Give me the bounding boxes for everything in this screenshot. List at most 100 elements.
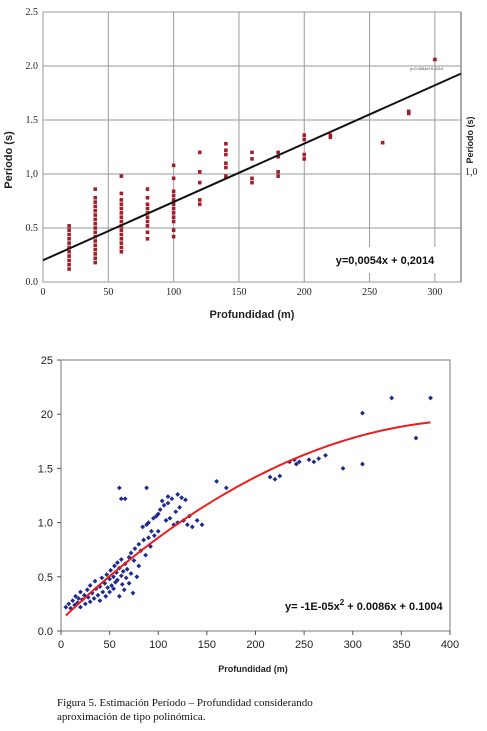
poly-data-point <box>149 528 154 534</box>
poly-data-point <box>118 496 124 502</box>
linear-data-point <box>276 150 280 155</box>
linear-data-point <box>119 241 124 245</box>
poly-data-point <box>323 452 328 458</box>
linear-x-tick-label: 100 <box>166 287 181 298</box>
linear-data-point <box>171 215 176 219</box>
linear-data-point <box>224 152 228 157</box>
poly-data-point <box>360 461 365 467</box>
poly-data-point <box>124 566 130 572</box>
poly-data-point <box>107 589 113 595</box>
linear-x-tick-label: 200 <box>297 287 312 298</box>
linear-chart-grid <box>42 11 461 283</box>
linear-data-point <box>67 267 71 271</box>
linear-data-point <box>276 174 280 178</box>
poly-data-point <box>97 584 103 589</box>
linear-data-point <box>119 174 124 178</box>
linear-data-point <box>119 215 124 219</box>
poly-data-point <box>111 574 116 580</box>
poly-x-tick-label: 200 <box>246 639 264 651</box>
poly-data-point <box>199 522 205 528</box>
linear-data-point <box>224 165 228 170</box>
poly-data-point <box>130 590 136 596</box>
linear-data-point <box>145 237 150 241</box>
poly-y-tick-label: 0.0 <box>38 626 53 638</box>
linear-data-point <box>145 230 150 235</box>
linear-data-point <box>119 232 124 237</box>
poly-data-point <box>85 594 91 600</box>
linear-data-point <box>93 187 98 191</box>
poly-data-point <box>165 494 171 499</box>
linear-data-point <box>171 228 176 232</box>
poly-y-tick-label: 1.5 <box>38 463 53 475</box>
linear-data-point <box>93 195 98 200</box>
linear-data-point <box>171 198 176 202</box>
poly-data-point <box>167 515 173 521</box>
linear-x-tick-label: 50 <box>103 287 113 298</box>
linear-data-point <box>145 202 150 207</box>
linear-data-point <box>224 161 228 165</box>
polynomial-chart-points <box>63 395 433 611</box>
linear-x-tick-label: 300 <box>427 287 442 298</box>
poly-data-point <box>194 518 200 523</box>
poly-data-point <box>122 496 128 502</box>
poly-data-point <box>128 550 134 556</box>
linear-chart-y-ticks: 0.0 0.5 1,0 1.5 2.0 2.5 <box>26 7 39 288</box>
linear-data-point <box>328 133 333 137</box>
linear-data-point <box>119 245 124 250</box>
linear-data-point <box>67 241 71 245</box>
poly-data-point <box>311 459 317 465</box>
poly-data-point <box>103 593 109 599</box>
poly-x-tick-label: 100 <box>149 639 167 651</box>
poly-data-point <box>76 596 81 601</box>
linear-data-point <box>67 249 71 254</box>
linear-data-point <box>302 152 307 157</box>
poly-data-point <box>177 505 183 510</box>
poly-data-point <box>175 492 181 497</box>
linear-equation-box <box>322 247 450 273</box>
poly-data-point <box>87 583 93 588</box>
poly-x-tick-label: 150 <box>198 639 216 651</box>
linear-data-point <box>406 111 411 116</box>
linear-data-point <box>67 262 71 267</box>
poly-data-point <box>171 522 177 528</box>
linear-data-point <box>250 176 254 181</box>
linear-chart-plot-area <box>42 11 462 283</box>
poly-data-point <box>112 563 117 569</box>
poly-data-point <box>104 572 110 578</box>
poly-data-point <box>116 593 122 599</box>
linear-data-point <box>145 219 150 224</box>
poly-data-point <box>151 533 157 539</box>
poly-data-point <box>100 589 106 595</box>
poly-data-point <box>70 598 76 604</box>
polynomial-equation-label: y= -1E-05x2 + 0.0086x + 0.1004 <box>285 598 444 613</box>
poly-data-point <box>141 537 147 543</box>
poly-data-point <box>123 575 129 581</box>
linear-data-point <box>224 148 228 153</box>
polynomial-chart-x-ticks: 0 50 100 150 200 250 300 350 400 <box>58 631 459 651</box>
poly-data-point <box>136 563 142 569</box>
caption-line-1: Figura 5. Estimación Período – Profundid… <box>57 697 313 709</box>
figure-caption: Figura 5. Estimación Período – Profundid… <box>57 696 477 724</box>
linear-data-point <box>197 198 202 202</box>
poly-data-point <box>87 599 93 605</box>
poly-data-point <box>131 558 137 563</box>
linear-data-point <box>119 249 124 254</box>
linear-chart-y-axis-label: Período (s) <box>3 131 15 189</box>
linear-data-point <box>119 237 124 241</box>
poly-data-point <box>189 524 195 530</box>
linear-small-equation-label: y=0.0054x+0.2014 <box>410 66 444 71</box>
linear-data-point <box>93 260 98 265</box>
poly-data-point <box>214 479 219 484</box>
linear-data-point <box>67 258 71 263</box>
linear-chart-x-axis-label: Profundidad (m) <box>210 309 295 321</box>
poly-data-point <box>97 598 103 604</box>
poly-data-point <box>413 435 419 441</box>
linear-data-point <box>67 232 71 237</box>
linear-data-point <box>93 239 98 243</box>
linear-data-point <box>93 204 98 209</box>
linear-data-point <box>119 202 124 207</box>
linear-data-point <box>171 206 176 211</box>
linear-data-point <box>119 211 124 215</box>
poly-data-point <box>179 495 184 501</box>
poly-data-point <box>150 515 156 521</box>
